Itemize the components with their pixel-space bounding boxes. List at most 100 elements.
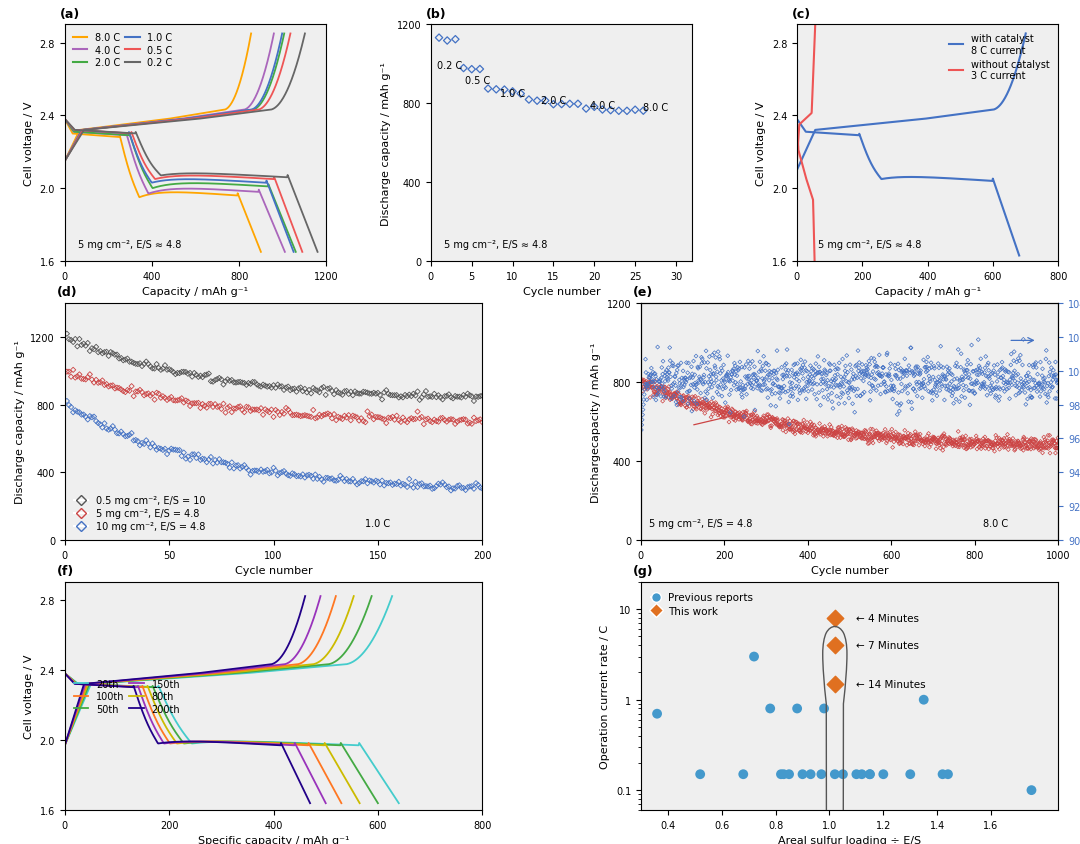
Point	[244, 403, 261, 417]
Point	[661, 386, 678, 399]
Point	[329, 411, 347, 425]
Point	[697, 376, 714, 389]
Point	[1032, 442, 1050, 456]
Point	[737, 410, 754, 424]
Point	[275, 465, 293, 479]
Point	[1039, 435, 1056, 448]
Point	[818, 376, 835, 390]
Point	[873, 428, 890, 441]
Point	[773, 420, 791, 434]
Point	[1037, 376, 1054, 390]
Point	[718, 404, 735, 418]
Point	[968, 377, 985, 391]
Point	[888, 371, 905, 384]
Point	[63, 371, 80, 384]
Point	[922, 436, 940, 449]
Point	[148, 387, 165, 400]
Point	[937, 373, 955, 387]
Point	[765, 414, 782, 428]
Point	[474, 389, 491, 403]
Point	[701, 378, 718, 392]
Point	[284, 467, 301, 480]
Point	[1024, 433, 1041, 446]
Point	[117, 430, 134, 443]
Point	[889, 435, 906, 448]
Point	[634, 385, 651, 398]
Point	[879, 385, 896, 398]
Point	[258, 463, 275, 477]
Point	[888, 433, 905, 446]
Point	[724, 368, 741, 381]
Point	[928, 442, 945, 456]
Point	[769, 364, 786, 377]
Point	[1018, 376, 1036, 390]
Point	[1011, 438, 1028, 452]
Point	[899, 387, 916, 400]
Point	[415, 388, 432, 402]
Point	[941, 431, 958, 445]
Point	[850, 427, 867, 441]
Point	[302, 387, 320, 401]
Point	[755, 409, 772, 423]
Point	[930, 435, 947, 448]
Point	[405, 481, 422, 495]
Point	[825, 381, 842, 395]
Point	[194, 452, 212, 466]
Point	[877, 423, 894, 436]
Point	[90, 376, 107, 390]
Point	[910, 433, 928, 446]
Point	[135, 389, 152, 403]
Point	[842, 383, 860, 397]
Point	[899, 430, 916, 444]
Point	[257, 379, 274, 392]
Point	[1048, 374, 1065, 387]
Point	[799, 385, 816, 398]
Point	[764, 411, 781, 425]
Point	[954, 430, 971, 444]
Point	[453, 392, 470, 405]
Point	[967, 436, 984, 450]
Point	[914, 434, 931, 447]
Point	[961, 398, 978, 412]
Point	[734, 384, 752, 398]
Point	[1020, 382, 1037, 396]
Point	[705, 402, 723, 415]
Text: 1.0 C: 1.0 C	[365, 518, 391, 528]
Point	[411, 393, 429, 407]
Point	[1008, 435, 1025, 448]
Point	[707, 397, 725, 410]
Point	[647, 394, 664, 408]
Point	[941, 437, 958, 451]
Point	[154, 444, 172, 457]
Point	[996, 385, 1013, 398]
Point	[782, 423, 799, 436]
Point	[1005, 440, 1023, 453]
Point	[255, 466, 272, 479]
Point	[963, 433, 981, 446]
Point	[202, 451, 219, 464]
Point	[875, 430, 892, 444]
Point	[852, 390, 869, 403]
Point	[1007, 375, 1024, 388]
Point	[419, 391, 436, 404]
Point	[829, 379, 847, 392]
Point	[1040, 370, 1057, 383]
Point	[942, 433, 959, 446]
Point	[885, 392, 902, 406]
Point	[808, 393, 825, 407]
Point	[864, 423, 881, 436]
Point	[995, 382, 1012, 396]
Point	[1000, 381, 1017, 395]
Point	[383, 479, 401, 492]
Point	[920, 427, 937, 441]
Point	[937, 439, 955, 452]
Point	[867, 430, 885, 443]
Point	[650, 386, 667, 399]
Point	[60, 365, 78, 379]
Point	[845, 427, 862, 441]
Point	[851, 430, 868, 444]
Point	[809, 378, 826, 392]
Point	[710, 380, 727, 393]
Point	[918, 356, 935, 370]
Point	[750, 417, 767, 430]
